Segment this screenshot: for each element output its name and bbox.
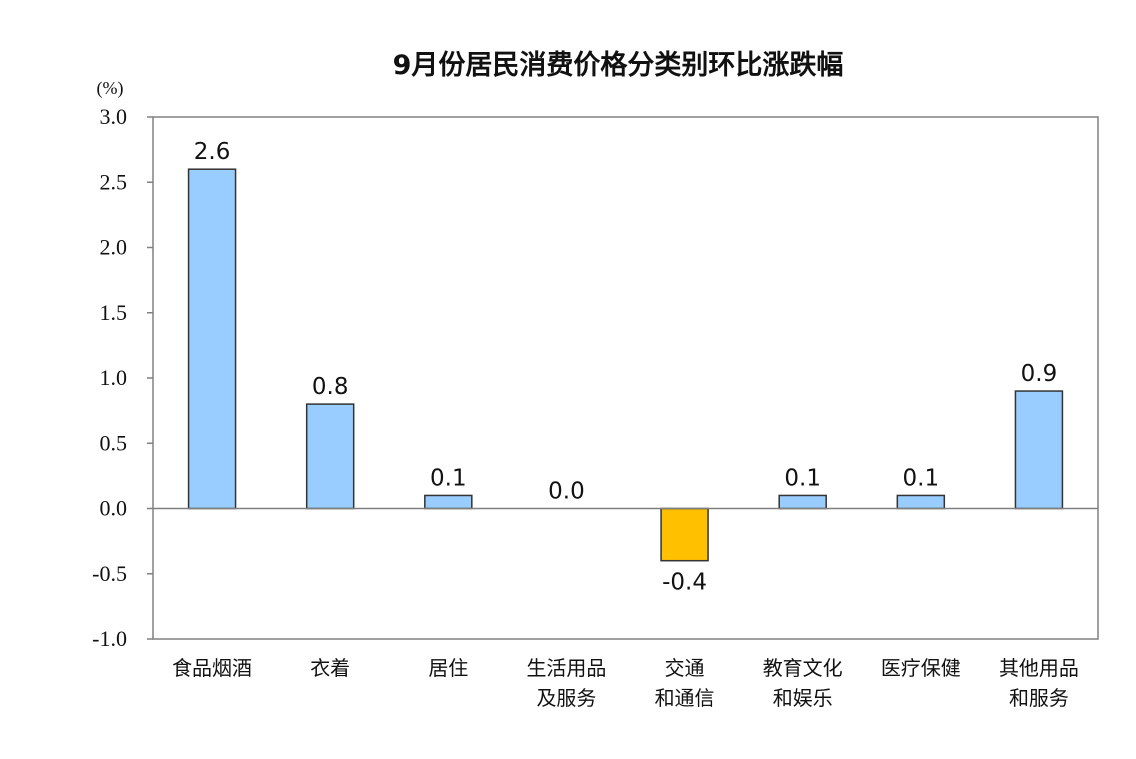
bars-group (187, 168, 1064, 562)
x-category-label: 交通 (665, 656, 705, 680)
y-tick-label: 0.5 (100, 430, 128, 455)
x-category-label: 和服务 (1009, 686, 1069, 710)
bar (1014, 390, 1064, 510)
data-label: 0.9 (1021, 361, 1058, 387)
bar (187, 168, 237, 510)
bar (424, 494, 473, 510)
bar (778, 494, 827, 510)
x-category-label: 及服务 (536, 686, 596, 710)
y-tick-label: 2.0 (100, 235, 128, 260)
y-tick-label: -1.0 (92, 626, 127, 651)
y-tick-label: 3.0 (100, 104, 128, 129)
bar (896, 494, 946, 510)
data-labels-group: 2.6 0.8 0.1 0.0 -0.4 0.1 0.1 0.9 (194, 139, 1057, 596)
data-label: -0.4 (662, 570, 707, 596)
data-label: 0.0 (548, 479, 585, 505)
data-label: 2.6 (194, 139, 231, 165)
data-label: 0.1 (430, 465, 467, 491)
y-tick-label: 0.0 (100, 496, 128, 521)
data-label: 0.1 (903, 465, 940, 491)
y-unit-label: (%) (97, 78, 124, 99)
x-category-label: 衣着 (310, 656, 350, 680)
x-category-label: 食品烟酒 (172, 656, 252, 680)
x-category-label: 和娱乐 (773, 686, 833, 710)
x-category-label: 和通信 (655, 686, 715, 710)
x-category-label: 医疗保健 (881, 656, 961, 680)
data-label: 0.8 (312, 374, 349, 400)
plot-area-frame (152, 116, 1099, 640)
data-label: 0.1 (784, 465, 821, 491)
x-category-label: 其他用品 (999, 656, 1079, 680)
y-tick-label: 2.5 (100, 169, 128, 194)
bar (660, 507, 709, 562)
x-category-label: 生活用品 (526, 656, 606, 680)
chart-title: 9月份居民消费价格分类别环比涨跌幅 (393, 50, 844, 81)
bar (305, 403, 355, 510)
y-tick-label: 1.5 (100, 300, 128, 325)
x-category-label: 教育文化 (763, 656, 843, 680)
y-axis: 3.0 2.5 2.0 1.5 1.0 0.5 0.0 -0.5 -1.0 (92, 104, 153, 651)
y-tick-label: -0.5 (92, 561, 127, 586)
y-tick-label: 1.0 (100, 365, 128, 390)
x-category-label: 居住 (428, 656, 468, 680)
